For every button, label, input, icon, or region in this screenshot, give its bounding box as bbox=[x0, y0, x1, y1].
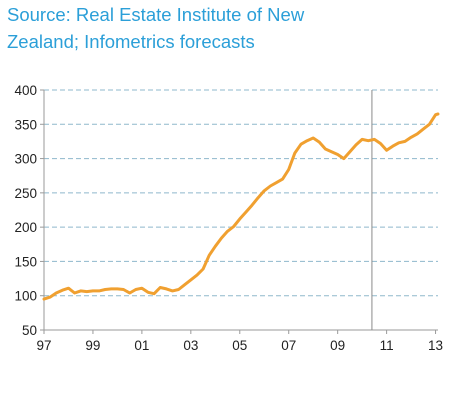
y-tick-label-300: 300 bbox=[14, 152, 37, 167]
x-tick-label-2011: 11 bbox=[380, 338, 394, 353]
series-layer bbox=[42, 112, 440, 301]
y-tick-label-100: 100 bbox=[14, 289, 37, 304]
y-tick-label-50: 50 bbox=[22, 323, 37, 338]
gridlines bbox=[44, 89, 438, 297]
y-tick-label-250: 250 bbox=[14, 186, 37, 201]
axes bbox=[40, 89, 438, 334]
y-tick-label-200: 200 bbox=[14, 220, 37, 235]
chart-title: Source: Real Estate Institute of New Zea… bbox=[7, 1, 447, 55]
x-tick-label-2005: 05 bbox=[232, 338, 247, 353]
x-tick-label-1997: 97 bbox=[36, 338, 51, 353]
chart-title-line-1: Source: Real Estate Institute of New bbox=[7, 4, 305, 25]
y-tick-label-350: 350 bbox=[14, 117, 37, 132]
x-tick-label-2001: 01 bbox=[134, 338, 149, 353]
y-tick-label-150: 150 bbox=[14, 254, 37, 269]
chart-title-line-2: Zealand; Infometrics forecasts bbox=[7, 31, 255, 52]
x-axis-tick-labels: 97 99 01 03 05 07 09 11 13 bbox=[36, 338, 443, 353]
x-tick-label-2009: 09 bbox=[330, 338, 345, 353]
y-tick-label-400: 400 bbox=[14, 83, 37, 98]
x-tick-label-1999: 99 bbox=[85, 338, 100, 353]
x-tick-label-2003: 03 bbox=[183, 338, 198, 353]
series-line-0 bbox=[42, 112, 440, 301]
x-tick-label-2007: 07 bbox=[281, 338, 296, 353]
x-tick-label-2013: 13 bbox=[428, 338, 443, 353]
y-axis-tick-labels: 400 350 300 250 200 150 100 50 bbox=[14, 83, 37, 338]
